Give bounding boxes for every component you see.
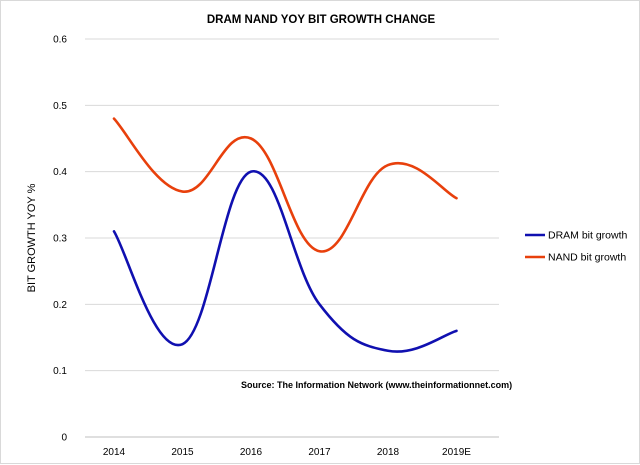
- nand-legend-label: NAND bit growth: [548, 252, 626, 264]
- chart-title: DRAM NAND YOY BIT GROWTH CHANGE: [207, 14, 436, 26]
- y-tick-label: 0.4: [53, 167, 67, 178]
- x-tick-label: 2016: [240, 447, 263, 458]
- x-tick-label: 2017: [308, 447, 331, 458]
- nand-series-line: [114, 119, 457, 252]
- legend: DRAM bit growth NAND bit growth: [525, 230, 628, 264]
- y-tick-label: 0.5: [53, 101, 67, 112]
- y-axis-ticks: 0 0.1 0.2 0.3 0.4 0.5 0.6: [53, 35, 67, 444]
- y-tick-label: 0: [61, 433, 67, 444]
- y-tick-label: 0.2: [53, 300, 67, 311]
- x-tick-label: 2015: [171, 447, 194, 458]
- x-tick-label: 2019E: [442, 447, 471, 458]
- source-annotation: Source: The Information Network (www.the…: [241, 380, 512, 390]
- y-axis-title: BIT GROWTH YOY %: [26, 183, 38, 292]
- series-lines: [114, 119, 457, 352]
- y-tick-label: 0.1: [53, 366, 67, 377]
- y-tick-label: 0.6: [53, 35, 67, 46]
- x-axis-ticks: 2014 2015 2016 2017 2018 2019E: [103, 447, 471, 458]
- x-tick-label: 2018: [377, 447, 400, 458]
- y-tick-label: 0.3: [53, 234, 67, 245]
- x-tick-label: 2014: [103, 447, 126, 458]
- dram-legend-label: DRAM bit growth: [548, 230, 628, 242]
